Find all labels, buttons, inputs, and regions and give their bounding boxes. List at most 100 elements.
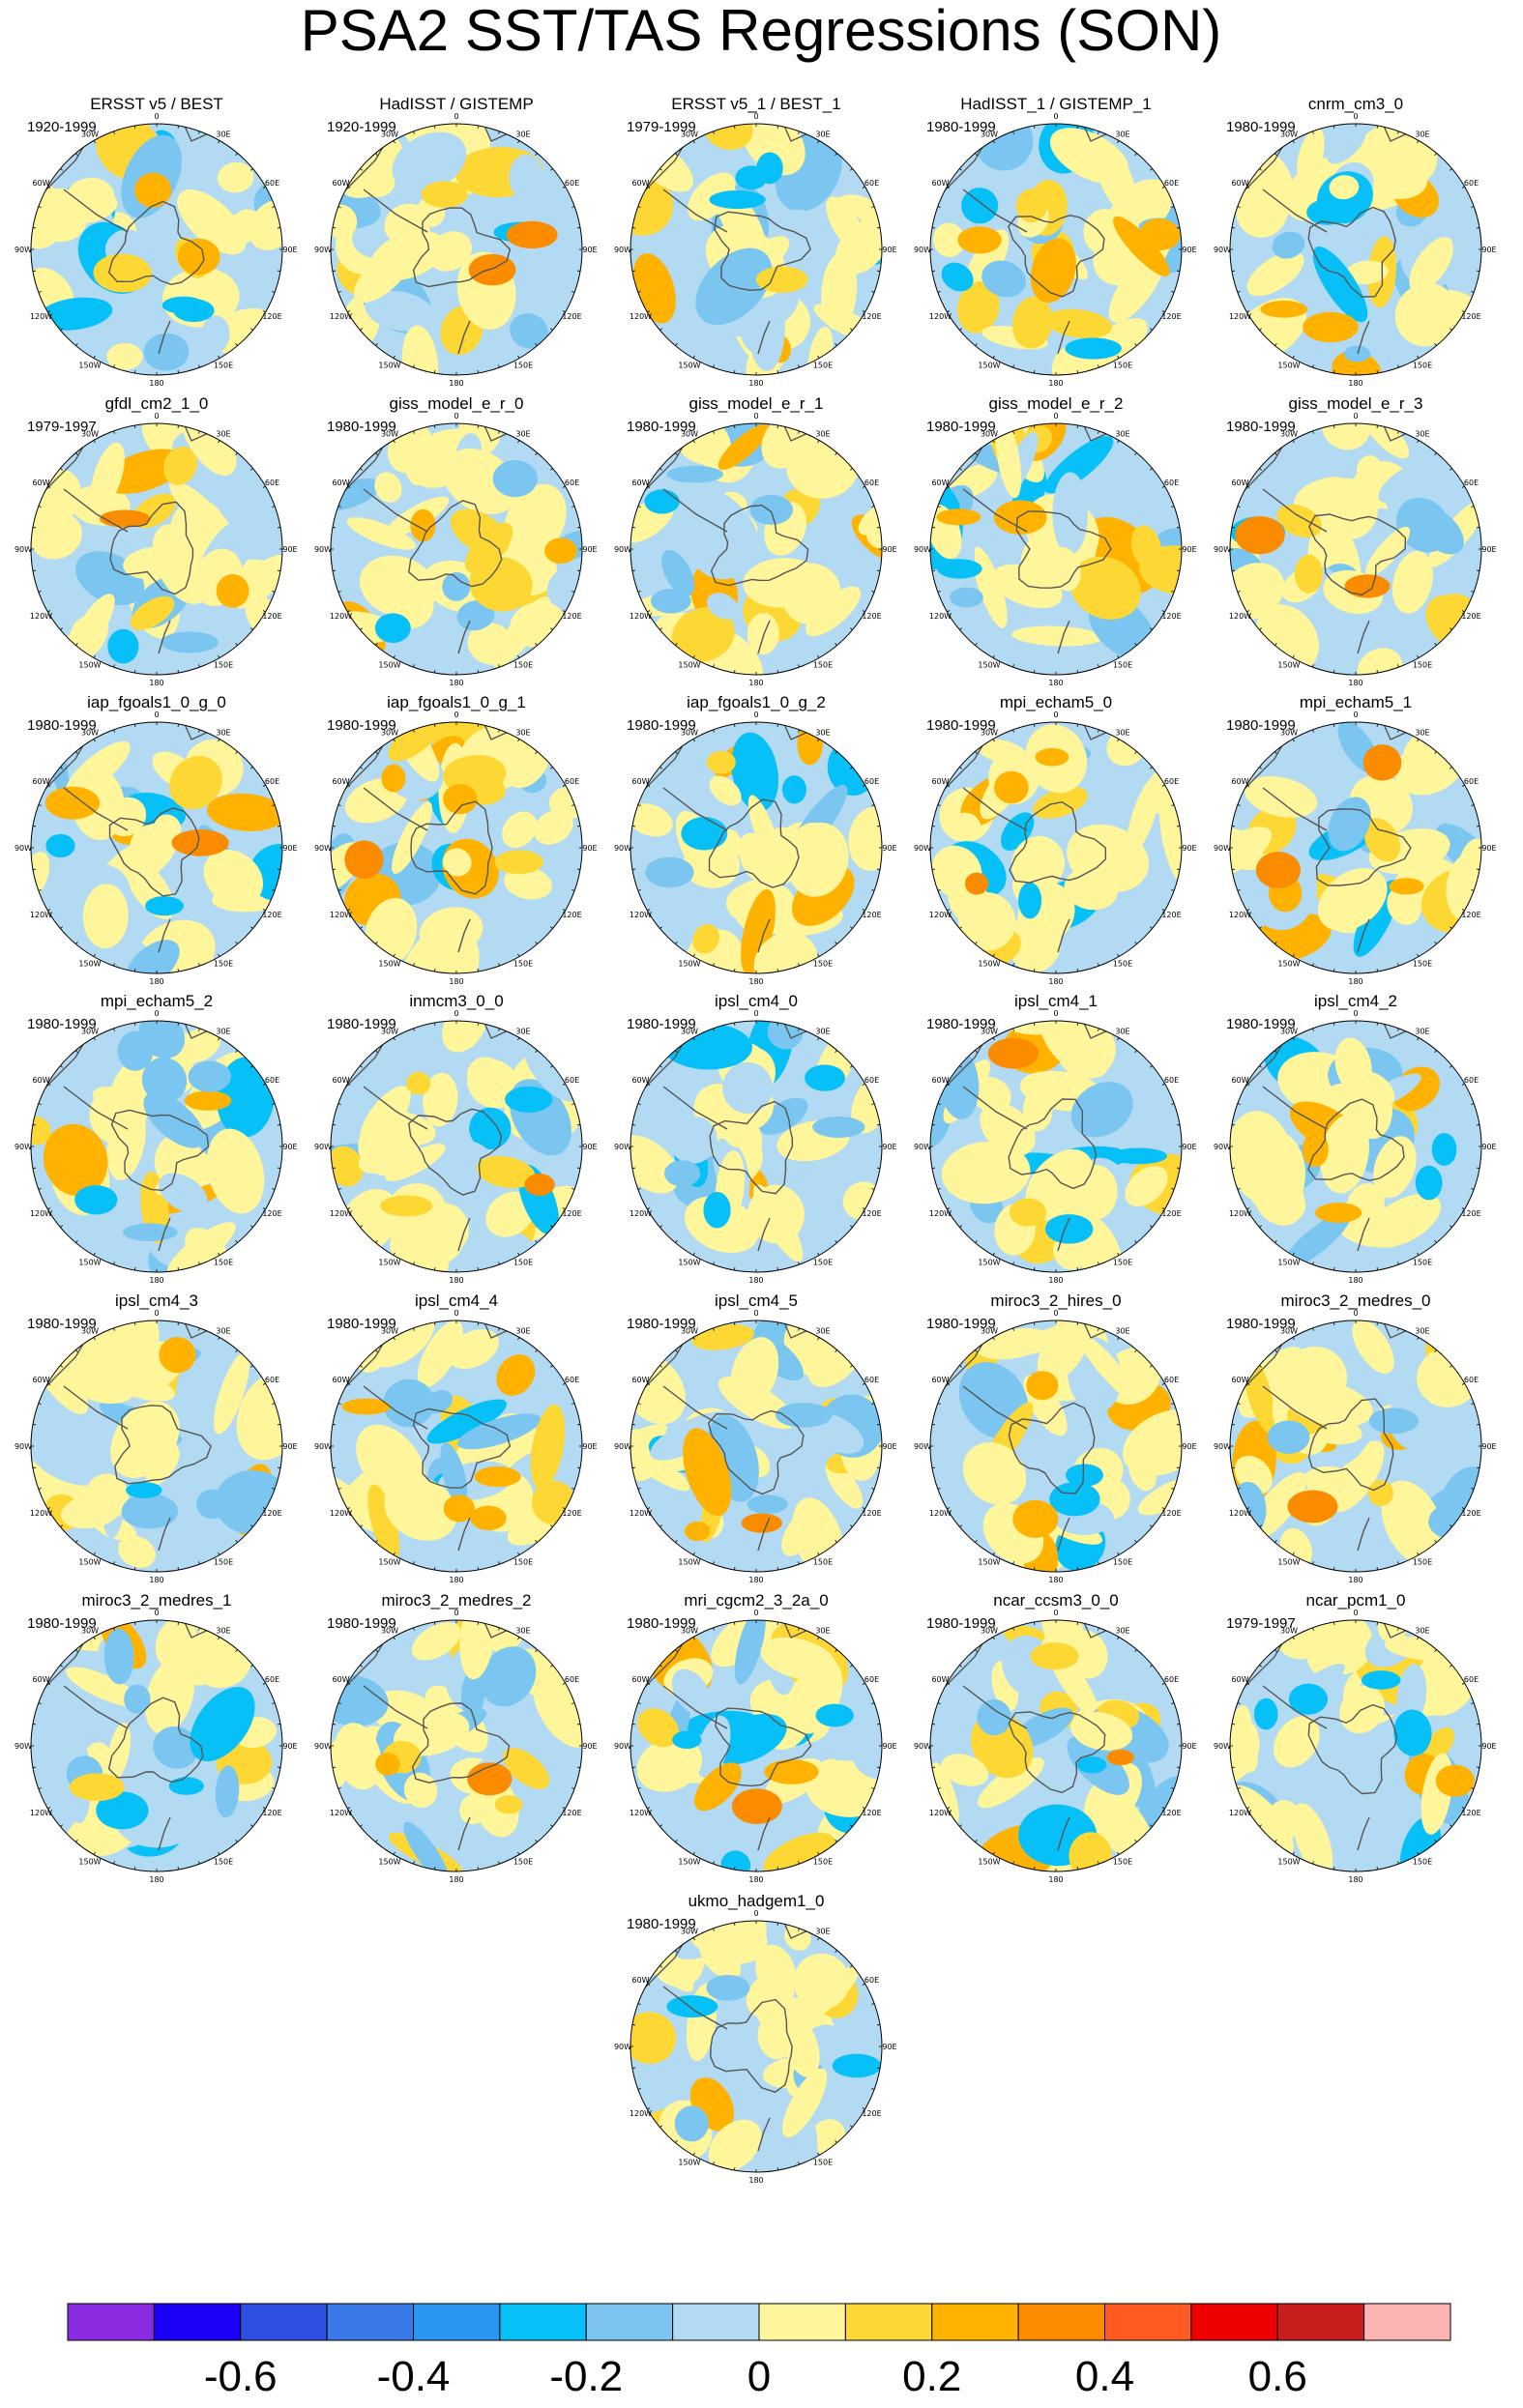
longitude-label: 120E (562, 1809, 581, 1817)
longitude-label: 0 (1053, 711, 1058, 719)
colorbar-tick-label: -0.4 (377, 2353, 451, 2400)
longitude-label: 30E (1415, 1626, 1429, 1635)
longitude-label: 30E (1415, 130, 1429, 138)
longitude-label: 120E (1161, 612, 1181, 621)
longitude-label: 90E (882, 844, 896, 853)
longitude-label: 30W (81, 429, 99, 438)
longitude-label: 0 (753, 711, 758, 719)
panel-title: HadISST / GISTEMP (379, 95, 533, 113)
longitude-label: 30E (1415, 429, 1429, 438)
longitude-label: 0 (454, 1009, 458, 1018)
longitude-label: 0 (753, 1009, 758, 1018)
longitude-label: 0 (154, 711, 159, 719)
longitude-label: 120W (330, 1509, 352, 1518)
map-panel: ipsl_cm4_0 1980-1999 0 30E 60E 90E 120E 150E 180… (614, 992, 897, 1285)
longitude-label: 150W (678, 1259, 700, 1267)
longitude-label: 60E (265, 1376, 279, 1384)
longitude-label: 150E (214, 362, 233, 370)
longitude-label: 120W (1229, 1509, 1251, 1518)
longitude-label: 60W (931, 1675, 949, 1684)
longitude-label: 150E (813, 2159, 833, 2167)
longitude-label: 0 (1053, 1009, 1058, 1018)
longitude-label: 180 (149, 679, 163, 687)
longitude-label: 60W (332, 179, 349, 188)
panel-title: iap_fgoals1_0_g_2 (687, 693, 826, 711)
longitude-label: 150W (1277, 1259, 1300, 1267)
longitude-label: 180 (1348, 1875, 1362, 1884)
colorbar-swatch (1104, 2303, 1192, 2341)
panel-title: giss_model_e_r_3 (1289, 394, 1423, 413)
longitude-label: 60E (864, 777, 879, 786)
longitude-label: 120W (630, 911, 652, 919)
longitude-label: 60E (1164, 777, 1179, 786)
colorbar-swatch (153, 2303, 242, 2341)
longitude-label: 150W (378, 960, 400, 969)
longitude-label: 30W (81, 728, 99, 737)
panel-title: mpi_echam5_1 (1300, 693, 1412, 711)
longitude-label: 30W (981, 130, 998, 138)
panel-title: ipsl_cm4_2 (1314, 992, 1397, 1010)
map-panel: HadISST_1 / GISTEMP_1 1980-1999 0 30E 60E 90E… (914, 95, 1197, 388)
longitude-label: 120W (330, 1209, 352, 1218)
longitude-label: 60W (931, 179, 949, 188)
longitude-label: 30E (1115, 1326, 1129, 1335)
longitude-label: 150E (1413, 1558, 1432, 1567)
longitude-label: 120W (1229, 612, 1251, 621)
longitude-label: 90E (1481, 1742, 1496, 1751)
map-panel: ERSST v5 / BEST 1920-1999 0 30E 60E 90E 120E 15… (15, 95, 298, 388)
longitude-label: 60E (864, 1076, 879, 1085)
longitude-label: 0 (154, 412, 159, 421)
panel-years: 1920-1999 (27, 119, 97, 135)
longitude-label: 60E (1164, 1076, 1179, 1085)
longitude-label: 90E (582, 246, 597, 254)
panel-title: cnrm_cm3_0 (1308, 95, 1403, 113)
longitude-label: 90E (582, 1742, 597, 1751)
colorbar-tick-label: 0.6 (1248, 2353, 1307, 2400)
longitude-label: 30W (81, 1326, 99, 1335)
longitude-label: 150E (813, 661, 833, 670)
longitude-label: 90E (1481, 545, 1496, 554)
longitude-label: 60E (265, 179, 279, 188)
longitude-label: 90W (914, 1442, 931, 1451)
colorbar-tick-label: -0.2 (549, 2353, 623, 2400)
longitude-label: 150W (1277, 1858, 1300, 1867)
longitude-label: 60W (32, 1675, 49, 1684)
longitude-label: 90W (914, 1742, 931, 1751)
map-panel: giss_model_e_r_0 1980-1999 0 30E 60E 90E 120E 1… (314, 394, 598, 687)
longitude-label: 120W (929, 911, 952, 919)
panel-years: 1980-1999 (1226, 419, 1296, 435)
panel-title: giss_model_e_r_0 (390, 394, 524, 413)
panel-title: mri_cgcm2_3_2a_0 (684, 1591, 828, 1610)
map-panel: ipsl_cm4_3 1980-1999 0 30E 60E 90E 120E 150E 180… (15, 1291, 298, 1584)
longitude-label: 90E (582, 1143, 597, 1151)
longitude-label: 90E (1182, 246, 1196, 254)
longitude-label: 180 (449, 977, 463, 986)
longitude-label: 0 (154, 1309, 159, 1318)
longitude-label: 30E (515, 1027, 530, 1035)
longitude-label: 150W (1277, 960, 1300, 969)
longitude-label: 30W (81, 130, 99, 138)
panel-years: 1920-1999 (327, 119, 396, 135)
panel-title: giss_model_e_r_2 (989, 394, 1124, 413)
longitude-label: 150W (78, 661, 101, 670)
longitude-label: 90W (614, 1143, 631, 1151)
longitude-label: 120W (330, 612, 352, 621)
panel-title: inmcm3_0_0 (409, 992, 503, 1010)
longitude-label: 60E (1464, 1675, 1479, 1684)
longitude-label: 120E (1161, 312, 1181, 321)
longitude-label: 120E (1161, 1809, 1181, 1817)
longitude-label: 0 (1353, 112, 1358, 121)
longitude-label: 60E (864, 1376, 879, 1384)
longitude-label: 30E (815, 1927, 830, 1935)
longitude-label: 120W (630, 1209, 652, 1218)
longitude-label: 30W (1280, 130, 1298, 138)
longitude-label: 0 (454, 412, 458, 421)
longitude-label: 90E (282, 1442, 297, 1451)
panel-title: ipsl_cm4_0 (715, 992, 798, 1010)
longitude-label: 120W (30, 312, 52, 321)
map-panel: miroc3_2_medres_1 1980-1999 0 30E 60E 90E 120E… (15, 1591, 298, 1884)
longitude-label: 120E (562, 1509, 581, 1518)
longitude-label: 120E (1461, 911, 1480, 919)
longitude-label: 60E (864, 179, 879, 188)
longitude-label: 0 (454, 1609, 458, 1617)
